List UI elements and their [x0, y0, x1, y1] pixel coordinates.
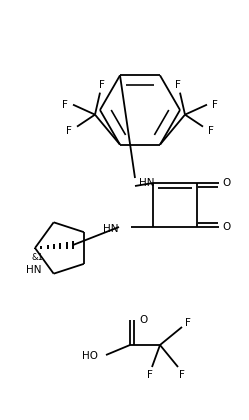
Text: F: F	[175, 80, 181, 89]
Text: F: F	[66, 126, 72, 136]
Text: F: F	[147, 370, 153, 380]
Text: O: O	[140, 315, 148, 325]
Text: F: F	[212, 100, 218, 110]
Text: F: F	[62, 100, 68, 110]
Text: HN: HN	[104, 224, 119, 234]
Text: HN: HN	[26, 265, 42, 275]
Text: O: O	[223, 222, 231, 232]
Text: O: O	[223, 178, 231, 188]
Text: HO: HO	[82, 351, 98, 361]
Text: F: F	[179, 370, 185, 380]
Text: &1: &1	[31, 254, 43, 262]
Text: F: F	[208, 126, 214, 136]
Text: F: F	[185, 318, 191, 328]
Text: HN: HN	[139, 178, 154, 188]
Text: F: F	[99, 80, 105, 89]
